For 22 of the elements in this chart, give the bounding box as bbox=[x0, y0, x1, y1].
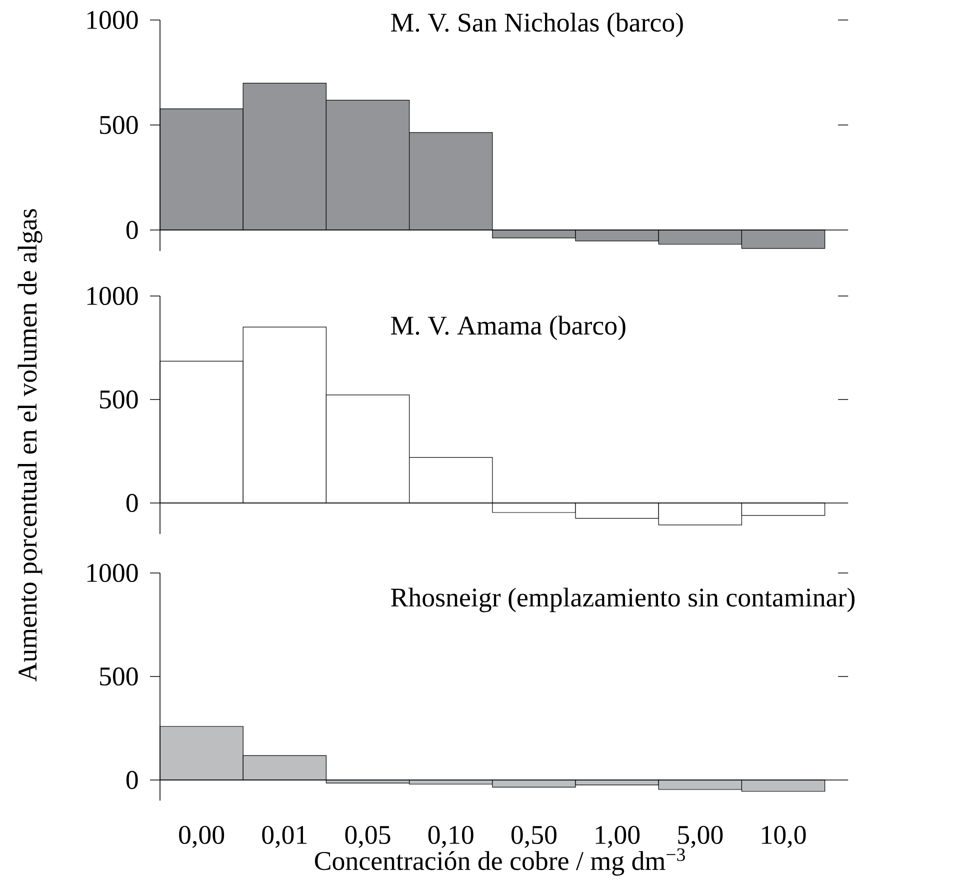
y-tick-label: 0 bbox=[126, 770, 138, 790]
y-tick-label: 0 bbox=[126, 494, 138, 512]
y-tick-label: 1000 bbox=[87, 564, 138, 582]
x-axis-title: Concentración de cobre / mg dm$^{−3}$ bbox=[314, 848, 685, 876]
text: M. V. Amama (barco) bbox=[391, 316, 626, 340]
y-tick-label: 1000 bbox=[87, 10, 138, 30]
x-tick-label: 10,0 bbox=[762, 826, 806, 848]
text: Rhosneigr (emplazamiento sin contaminar) bbox=[391, 588, 854, 612]
x-tick-label: 1,00 bbox=[596, 826, 640, 848]
x-tick-label: 0,00 bbox=[179, 826, 224, 848]
chart-title: M. V. San Nicholas (barco) bbox=[391, 12, 683, 38]
y-tick-label: 0 bbox=[126, 220, 138, 240]
y-tick-label: 500 bbox=[100, 667, 138, 686]
x-tick-label: 0,50 bbox=[511, 826, 556, 848]
x-tick-label: 5,00 bbox=[678, 826, 723, 848]
y-tick-label: 500 bbox=[100, 390, 138, 409]
y-tick-label: 500 bbox=[100, 116, 138, 134]
y-tick-label: 1000 bbox=[87, 286, 138, 306]
y-axis-title: Aumento porcentual en el volumen de algas bbox=[18, 209, 42, 682]
x-tick-label: 0,05 bbox=[345, 826, 390, 848]
x-tick-label: 0,10 bbox=[428, 826, 474, 848]
x-tick-label: 0,01 bbox=[262, 826, 307, 848]
